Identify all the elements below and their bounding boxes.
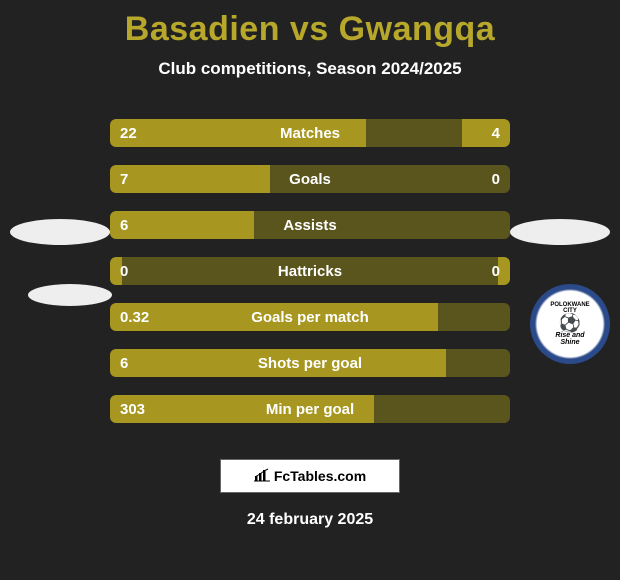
stat-value-left: 22 <box>120 119 137 147</box>
stat-bars: Matches224Goals70Assists6Hattricks00Goal… <box>110 119 510 441</box>
stat-value-right: 0 <box>492 165 500 193</box>
stat-value-left: 303 <box>120 395 145 423</box>
stat-value-left: 7 <box>120 165 128 193</box>
stat-label: Hattricks <box>110 257 510 285</box>
stat-row: Matches22 4 <box>110 119 510 147</box>
stat-label: Matches <box>110 119 510 147</box>
stat-row: Shots per goal6 <box>110 349 510 377</box>
brand-text: FcTables.com <box>274 468 366 484</box>
player1-logo-1 <box>10 219 110 245</box>
player2-logo-1 <box>510 219 610 245</box>
player2-club-badge: POLOKWANE CITY ⚽ Rise and Shine <box>530 284 610 364</box>
stat-label: Assists <box>110 211 510 239</box>
stat-value-left: 6 <box>120 349 128 377</box>
stat-label: Min per goal <box>110 395 510 423</box>
stat-row: Assists6 <box>110 211 510 239</box>
stat-value-right: 4 <box>492 119 500 147</box>
stat-value-left: 0.32 <box>120 303 149 331</box>
stat-row: Min per goal303 <box>110 395 510 423</box>
stat-label: Shots per goal <box>110 349 510 377</box>
stat-value-right: 0 <box>492 257 500 285</box>
date-label: 24 february 2025 <box>0 511 620 529</box>
stat-value-left: 6 <box>120 211 128 239</box>
stat-value-left: 0 <box>120 257 128 285</box>
chart-icon <box>254 468 270 485</box>
stat-label: Goals <box>110 165 510 193</box>
stat-row: Hattricks0 0 <box>110 257 510 285</box>
player1-logo-2 <box>28 284 112 306</box>
subtitle: Club competitions, Season 2024/2025 <box>0 59 620 79</box>
stat-row: Goals per match0.32 <box>110 303 510 331</box>
page-title: Basadien vs Gwangqa <box>0 0 620 49</box>
badge-bottom-text: Rise and Shine <box>546 332 594 346</box>
brand-badge: FcTables.com <box>220 459 400 493</box>
comparison-chart: POLOKWANE CITY ⚽ Rise and Shine Matches2… <box>0 109 620 439</box>
stat-label: Goals per match <box>110 303 510 331</box>
badge-icon: ⚽ <box>559 314 581 332</box>
stat-row: Goals7 0 <box>110 165 510 193</box>
